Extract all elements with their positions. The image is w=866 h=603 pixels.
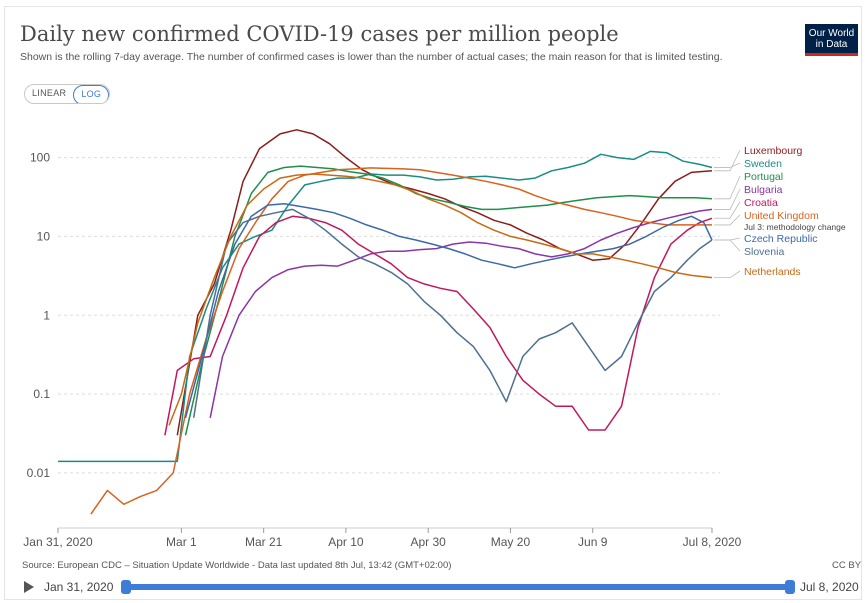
linear-scale-button[interactable]: LINEAR bbox=[32, 88, 67, 98]
play-icon[interactable] bbox=[24, 581, 34, 593]
legend-label-slovenia: Slovenia bbox=[744, 246, 784, 258]
legend-connector bbox=[714, 214, 741, 226]
series-line-luxembourg bbox=[176, 129, 713, 436]
x-tick-label: Jun 9 bbox=[578, 535, 608, 549]
legend-connector bbox=[714, 175, 741, 200]
legend-connector bbox=[714, 201, 741, 219]
legend-label-croatia: Croatia bbox=[744, 197, 778, 209]
x-tick-label: Mar 1 bbox=[166, 535, 197, 549]
series-line-slovenia bbox=[192, 208, 713, 418]
log-scale-button[interactable]: LOG bbox=[73, 85, 110, 103]
legend-label-luxembourg: Luxembourg bbox=[744, 145, 803, 157]
series-line-netherlands bbox=[168, 173, 713, 426]
scale-toggle: LINEAR LOG bbox=[24, 84, 111, 104]
legend-connector bbox=[714, 270, 741, 279]
series-line-bulgaria bbox=[209, 208, 713, 418]
x-tick-label: Jul 8, 2020 bbox=[683, 535, 742, 549]
legend-connector bbox=[714, 162, 741, 168]
owid-logo[interactable]: Our World in Data bbox=[805, 24, 858, 56]
x-tick-label: Jan 31, 2020 bbox=[23, 535, 93, 549]
timeline-start-label: Jan 31, 2020 bbox=[44, 580, 114, 594]
legend-connector bbox=[714, 188, 741, 210]
legend-connector bbox=[714, 149, 741, 172]
y-tick-label: 1 bbox=[43, 308, 50, 322]
series-line-croatia bbox=[164, 215, 713, 436]
legend-label-sweden: Sweden bbox=[744, 158, 782, 170]
logo-line1: Our World bbox=[808, 28, 855, 39]
timeline-track[interactable] bbox=[124, 584, 790, 590]
y-tick-label: 10 bbox=[37, 229, 51, 243]
logo-line2: in Data bbox=[815, 39, 848, 50]
timeline-slider: Jan 31, 2020 Jul 8, 2020 bbox=[0, 577, 866, 599]
legend-label-united-kingdom: United Kingdom bbox=[744, 210, 819, 222]
x-tick-label: May 20 bbox=[491, 535, 531, 549]
chart-subtitle: Shown is the rolling 7-day average. The … bbox=[20, 51, 723, 63]
series-line-portugal bbox=[184, 165, 713, 436]
legend-label-czech-republic: Czech Republic bbox=[744, 233, 818, 245]
legend-label-bulgaria: Bulgaria bbox=[744, 184, 783, 196]
timeline-end-label: Jul 8, 2020 bbox=[800, 580, 859, 594]
timeline-start-handle[interactable] bbox=[121, 580, 131, 594]
legend-label-portugal: Portugal bbox=[744, 171, 783, 183]
y-tick-label: 100 bbox=[30, 151, 50, 165]
methodology-annotation: Jul 3: methodology change bbox=[744, 222, 846, 232]
legend-label-netherlands: Netherlands bbox=[744, 266, 801, 278]
x-tick-label: Apr 10 bbox=[328, 535, 364, 549]
line-chart: 100 10 1 0.1 0.01 Jan 31, 2020 Mar 1 Mar 21 Apr … bbox=[23, 129, 846, 549]
chart-title: Daily new confirmed COVID-19 cases per m… bbox=[20, 22, 619, 46]
x-tick-label: Mar 21 bbox=[245, 535, 283, 549]
source-note: Source: European CDC – Situation Update … bbox=[22, 560, 452, 571]
x-tick-label: Apr 30 bbox=[411, 535, 447, 549]
legend-connector bbox=[714, 239, 741, 252]
series-line-united-kingdom bbox=[90, 167, 712, 515]
license-label[interactable]: CC BY bbox=[832, 560, 862, 571]
y-tick-label: 0.01 bbox=[27, 466, 51, 480]
series-line-czech-republic bbox=[184, 202, 713, 418]
timeline-end-handle[interactable] bbox=[785, 580, 795, 594]
y-tick-label: 0.1 bbox=[33, 387, 50, 401]
series-line-sweden bbox=[58, 150, 713, 463]
chart-frame bbox=[4, 6, 862, 600]
